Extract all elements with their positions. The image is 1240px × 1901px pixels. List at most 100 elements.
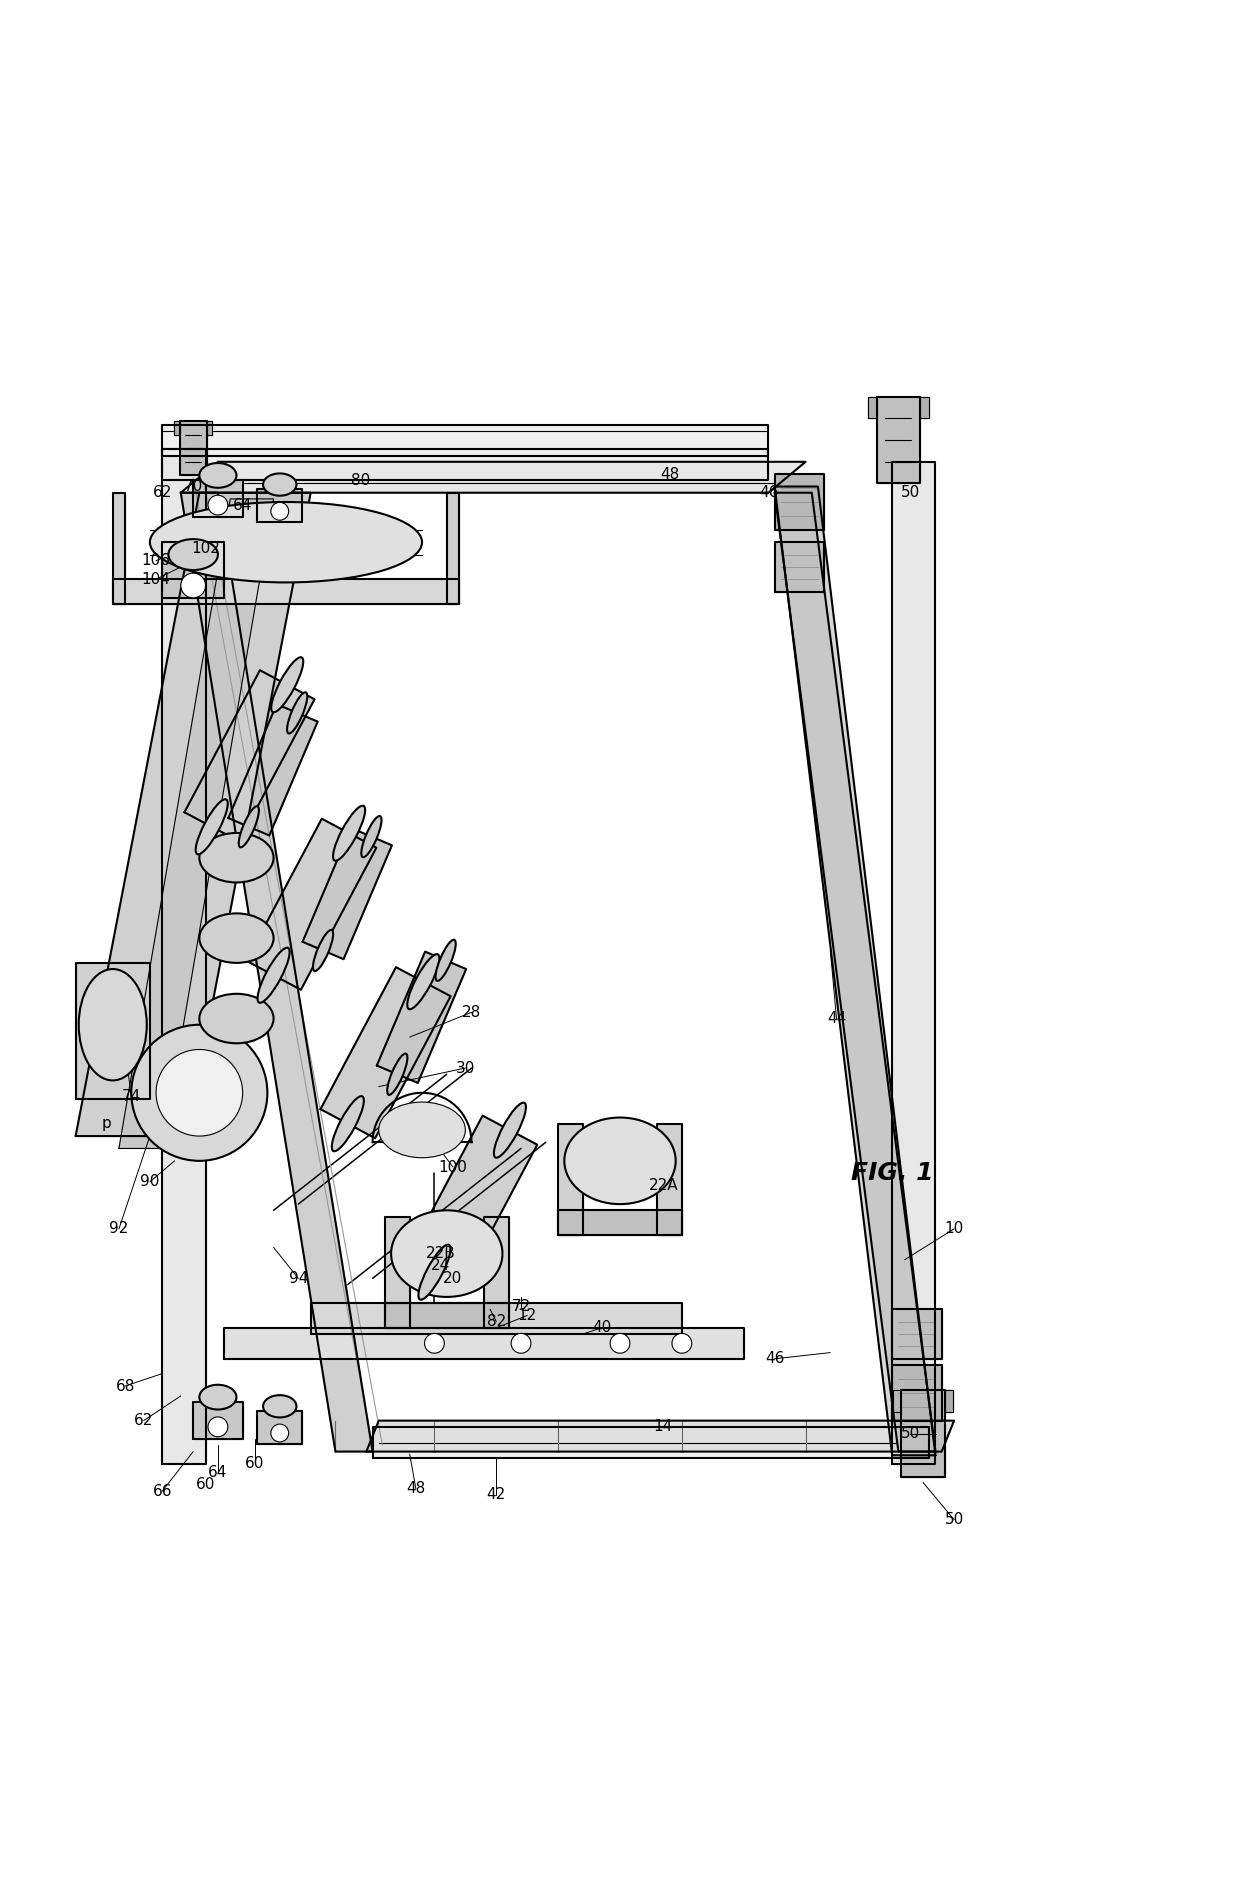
Polygon shape (372, 1428, 929, 1458)
Text: 82: 82 (486, 1314, 506, 1329)
Text: 104: 104 (141, 572, 170, 587)
Circle shape (270, 1424, 289, 1443)
Circle shape (610, 1333, 630, 1354)
Polygon shape (193, 481, 243, 517)
Text: 92: 92 (109, 1220, 129, 1236)
Text: 42: 42 (486, 1487, 506, 1502)
Polygon shape (893, 1310, 941, 1359)
Polygon shape (162, 449, 206, 1464)
Ellipse shape (387, 1053, 408, 1095)
Ellipse shape (361, 816, 382, 857)
Circle shape (424, 1333, 444, 1354)
Polygon shape (185, 671, 315, 842)
Ellipse shape (407, 954, 439, 1009)
Text: 46: 46 (759, 485, 779, 500)
Text: 70: 70 (184, 479, 203, 494)
Polygon shape (76, 964, 150, 1099)
Polygon shape (945, 1390, 954, 1412)
Polygon shape (258, 489, 303, 523)
Polygon shape (484, 1217, 508, 1329)
Text: 106: 106 (141, 553, 171, 568)
Polygon shape (181, 462, 806, 492)
Text: 22A: 22A (649, 1179, 678, 1194)
Text: 50: 50 (945, 1511, 963, 1527)
Ellipse shape (494, 1103, 526, 1158)
Circle shape (131, 1025, 268, 1162)
Text: 28: 28 (463, 1006, 481, 1019)
Text: 100: 100 (439, 1160, 467, 1175)
Polygon shape (657, 1123, 682, 1236)
Polygon shape (113, 580, 459, 605)
Text: 46: 46 (765, 1352, 785, 1367)
Polygon shape (893, 462, 935, 1464)
Text: 80: 80 (351, 473, 370, 489)
Text: 64: 64 (208, 1466, 228, 1481)
Text: 62: 62 (153, 485, 172, 500)
Text: 48: 48 (407, 1481, 425, 1496)
Polygon shape (775, 542, 825, 591)
Polygon shape (258, 1411, 303, 1445)
Ellipse shape (258, 949, 290, 1004)
Ellipse shape (391, 1211, 502, 1296)
Polygon shape (384, 1302, 508, 1329)
Text: 10: 10 (945, 1220, 963, 1236)
Polygon shape (76, 492, 311, 1137)
Ellipse shape (435, 939, 456, 981)
Text: 62: 62 (134, 1412, 154, 1428)
Circle shape (511, 1333, 531, 1354)
Text: 14: 14 (653, 1420, 673, 1435)
Ellipse shape (272, 658, 304, 713)
Ellipse shape (312, 930, 334, 971)
Ellipse shape (239, 806, 259, 848)
Polygon shape (901, 1390, 945, 1477)
Polygon shape (162, 449, 769, 481)
Text: 12: 12 (517, 1308, 537, 1323)
Circle shape (270, 502, 289, 521)
Polygon shape (558, 1211, 682, 1236)
Polygon shape (377, 952, 466, 1084)
Polygon shape (162, 424, 769, 456)
Text: 60: 60 (196, 1477, 216, 1492)
Polygon shape (311, 1302, 682, 1335)
Text: 48: 48 (660, 466, 680, 481)
Text: 20: 20 (444, 1272, 463, 1285)
Polygon shape (174, 420, 180, 435)
Ellipse shape (169, 540, 218, 570)
Text: 50: 50 (901, 485, 920, 500)
Ellipse shape (150, 502, 422, 582)
Ellipse shape (200, 912, 274, 964)
Ellipse shape (332, 1097, 363, 1152)
Polygon shape (893, 1390, 901, 1412)
Polygon shape (384, 1217, 409, 1329)
Polygon shape (775, 492, 935, 1452)
Ellipse shape (200, 833, 274, 882)
Text: FIG. 1: FIG. 1 (851, 1162, 934, 1184)
Polygon shape (247, 819, 377, 990)
Circle shape (672, 1333, 692, 1354)
Polygon shape (877, 397, 920, 483)
Polygon shape (920, 397, 929, 418)
Polygon shape (180, 420, 207, 475)
Ellipse shape (334, 806, 365, 861)
Ellipse shape (288, 692, 308, 734)
Circle shape (208, 494, 228, 515)
Polygon shape (207, 420, 212, 435)
Text: 60: 60 (246, 1456, 264, 1471)
Polygon shape (224, 1329, 744, 1359)
Ellipse shape (200, 464, 237, 489)
Polygon shape (228, 703, 317, 835)
Polygon shape (162, 542, 224, 599)
Ellipse shape (196, 798, 228, 854)
Text: 30: 30 (455, 1061, 475, 1076)
Text: 22B: 22B (425, 1247, 455, 1260)
Ellipse shape (78, 970, 146, 1080)
Polygon shape (407, 1116, 537, 1287)
Polygon shape (868, 397, 877, 418)
Circle shape (156, 1049, 243, 1137)
Text: p: p (102, 1116, 112, 1131)
Polygon shape (558, 1123, 583, 1236)
Text: 44: 44 (827, 1011, 846, 1027)
Text: 40: 40 (591, 1321, 611, 1335)
Ellipse shape (263, 473, 296, 496)
Ellipse shape (200, 1384, 237, 1409)
